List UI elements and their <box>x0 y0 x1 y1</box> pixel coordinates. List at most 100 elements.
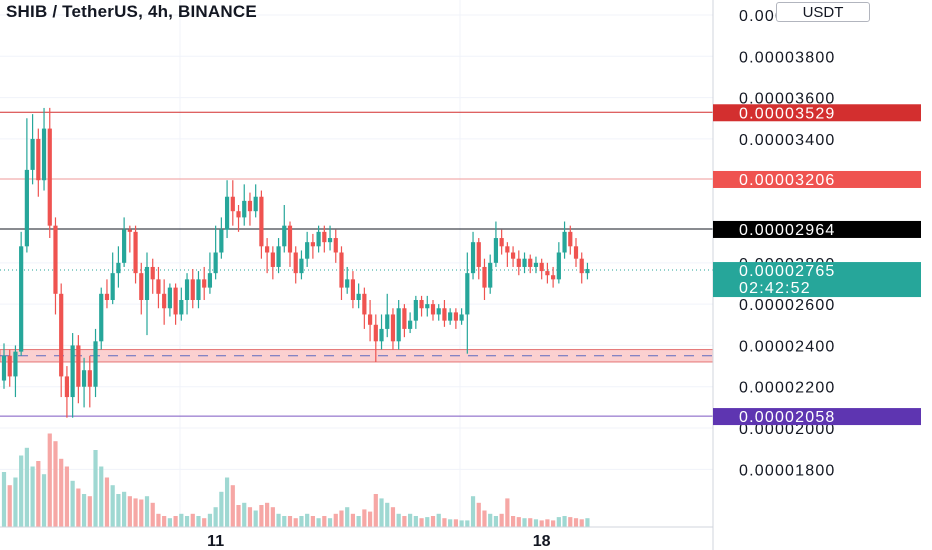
volume-bar <box>70 480 75 527</box>
price-axis[interactable]: 0.000040000.000038000.000036000.00003400… <box>739 8 836 479</box>
candle <box>207 252 213 294</box>
candle <box>13 345 18 398</box>
candle <box>551 266 556 288</box>
volume-bar <box>453 519 458 527</box>
volume-bar <box>419 518 424 527</box>
candle <box>522 252 527 274</box>
candle <box>562 221 567 259</box>
volume-bar <box>116 494 121 527</box>
candle <box>585 262 590 280</box>
volume-bar <box>539 520 544 527</box>
volume-bar <box>213 507 218 527</box>
volume-bar <box>53 441 58 527</box>
volume-bar <box>488 513 493 527</box>
volume-bar <box>459 520 464 527</box>
price-tick-label: 0.00001800 <box>739 462 836 479</box>
volume-bar <box>19 455 24 527</box>
candle <box>224 180 230 239</box>
last-price-value: 0.00002765 <box>739 263 836 280</box>
volume-bar <box>345 507 350 527</box>
volume-bar <box>81 494 87 527</box>
volume-bar <box>562 516 567 527</box>
candle <box>219 217 224 259</box>
volume-bar <box>505 498 510 527</box>
volume-bar <box>173 516 178 527</box>
volume-bar <box>122 491 127 527</box>
candle <box>350 271 356 309</box>
volume-bar <box>144 496 150 527</box>
volume-bar <box>482 510 487 527</box>
candle <box>459 308 464 325</box>
candle <box>436 304 441 321</box>
candle <box>442 300 447 327</box>
volume-bar <box>150 502 155 527</box>
volume-bar <box>76 488 81 527</box>
candle <box>539 258 544 280</box>
volume-bar <box>362 509 367 527</box>
candle <box>545 262 550 284</box>
candle <box>476 238 481 280</box>
volume-bar <box>390 507 396 527</box>
candle <box>36 128 41 197</box>
candle <box>64 366 70 418</box>
volume-bars <box>1 433 590 527</box>
volume-bar <box>379 498 384 527</box>
volume-bar <box>493 516 499 527</box>
candle <box>453 308 458 329</box>
volume-bar <box>133 498 138 527</box>
candle <box>81 357 87 408</box>
volume-bar <box>356 516 361 527</box>
candle <box>379 314 384 350</box>
candle <box>528 254 533 274</box>
candle <box>99 287 104 350</box>
volume-bar <box>373 494 378 527</box>
volume-bar <box>24 447 29 527</box>
candle <box>425 295 430 317</box>
chart-title: SHIB / TetherUS, 4h, BINANCE <box>6 2 257 21</box>
volume-bar <box>579 519 584 527</box>
volume-bar <box>396 513 401 527</box>
volume-bar <box>402 516 407 527</box>
volume-bar <box>585 518 590 527</box>
candle <box>293 246 298 284</box>
volume-bar <box>310 516 315 527</box>
volume-bar <box>93 450 98 527</box>
candle <box>470 231 476 280</box>
chart-grid <box>0 0 713 527</box>
candle <box>247 192 253 226</box>
volume-bar <box>533 519 539 527</box>
volume-bar <box>184 516 190 527</box>
candle <box>144 252 150 336</box>
price-tick-label: 0.00003400 <box>739 132 836 149</box>
volume-bar <box>287 516 293 527</box>
time-tick-label: 18 <box>533 533 551 550</box>
candle <box>93 328 98 398</box>
candle <box>110 252 115 305</box>
volume-bar <box>7 485 12 527</box>
time-axis[interactable]: 11 18 <box>207 533 551 550</box>
candle <box>230 180 235 226</box>
volume-bar <box>247 507 253 527</box>
bar-countdown: 02:42:52 <box>739 280 811 297</box>
candle <box>24 118 29 253</box>
candle <box>202 266 207 300</box>
candle <box>556 242 561 284</box>
price-tags: 0.00003529 0.00003206 0.00002964 0.00002058… <box>713 104 921 426</box>
candle <box>265 238 270 274</box>
volume-bar <box>13 477 18 527</box>
candle <box>356 283 361 309</box>
candle <box>150 258 155 294</box>
candle <box>413 295 418 329</box>
candle <box>505 242 510 267</box>
price-tick-label: 0.00002400 <box>739 338 836 355</box>
volume-bar <box>465 520 470 527</box>
candle <box>568 225 573 255</box>
currency-button[interactable]: USDT <box>776 2 870 22</box>
svg-text:0.00002964: 0.00002964 <box>739 222 836 239</box>
candle <box>276 238 281 274</box>
price-tick-label: 0.00003800 <box>739 49 836 66</box>
candle <box>316 225 321 253</box>
candle <box>396 300 401 350</box>
